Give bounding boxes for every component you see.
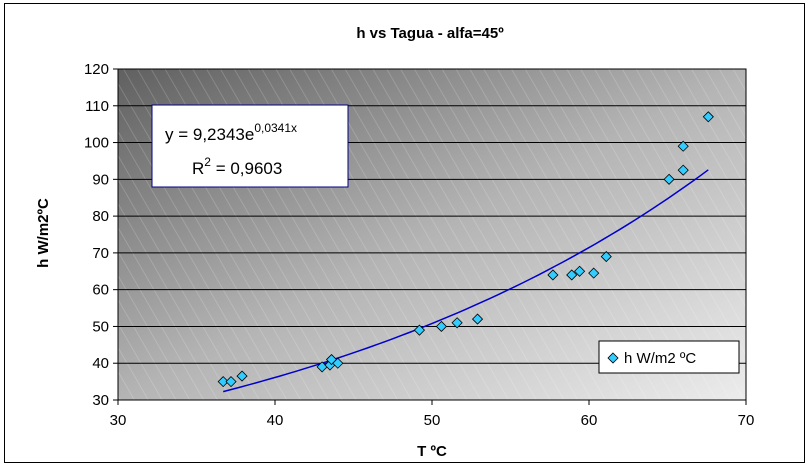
legend: h W/m2 ºC xyxy=(598,340,740,374)
r-squared-value: = 0,9603 xyxy=(211,159,282,178)
data-point xyxy=(588,267,600,279)
plot-border xyxy=(117,68,747,401)
y-tick-labels: 30 40 50 60 70 80 90 100 110 120 xyxy=(84,61,109,409)
data-point xyxy=(566,269,578,281)
y-tick-label: 70 xyxy=(92,245,109,262)
y-tick-label: 50 xyxy=(92,318,109,335)
y-tick-label: 90 xyxy=(92,171,109,188)
trendline xyxy=(223,169,709,393)
x-tick-label: 50 xyxy=(424,412,441,429)
data-point xyxy=(663,173,675,185)
r-squared-symbol: R xyxy=(192,159,204,178)
r-squared-sup: 2 xyxy=(204,155,211,169)
x-tick-label: 60 xyxy=(581,412,598,429)
equation-exponent: 0,0341x xyxy=(254,121,297,135)
y-axis-title: h W/m2ºC xyxy=(35,198,52,268)
legend-label: h W/m2 ºC xyxy=(624,350,696,367)
data-point xyxy=(600,251,612,263)
data-point xyxy=(225,376,237,388)
y-tick-label: 110 xyxy=(85,98,109,115)
y-tick-label: 60 xyxy=(92,282,109,299)
data-point xyxy=(217,376,229,388)
x-tick-label: 40 xyxy=(267,412,284,429)
data-points xyxy=(217,111,714,388)
r-squared: R2 = 0,9603 xyxy=(192,155,282,178)
y-tick-label: 100 xyxy=(84,135,109,152)
data-point xyxy=(702,111,714,123)
data-point xyxy=(677,164,689,176)
chart-title: h vs Tagua - alfa=45º xyxy=(356,25,504,42)
data-point xyxy=(451,317,463,329)
data-point xyxy=(574,265,586,277)
data-point xyxy=(677,140,689,152)
data-point xyxy=(435,320,447,333)
x-tick-label: 70 xyxy=(738,412,755,429)
y-tick-label: 120 xyxy=(84,61,109,78)
y-tick-label: 30 xyxy=(92,392,109,409)
data-point xyxy=(236,370,248,382)
trendline-equation-box: y = 9,2343e0,0341x R2 = 0,9603 xyxy=(151,104,349,188)
y-tick-label: 80 xyxy=(92,208,109,225)
y-tick-label: 40 xyxy=(92,355,109,372)
data-point xyxy=(413,324,426,336)
x-tick-labels: 30 40 50 60 70 xyxy=(110,412,755,429)
trendline-equation: y = 9,2343e0,0341x xyxy=(165,121,297,144)
equation-base: y = 9,2343e xyxy=(165,125,254,144)
data-point xyxy=(547,269,559,281)
axes xyxy=(113,68,747,405)
data-point xyxy=(471,313,484,325)
x-tick-label: 30 xyxy=(110,412,127,429)
legend-marker-icon xyxy=(607,352,619,364)
x-axis-title: T ºC xyxy=(417,443,447,460)
data-point xyxy=(332,357,344,369)
